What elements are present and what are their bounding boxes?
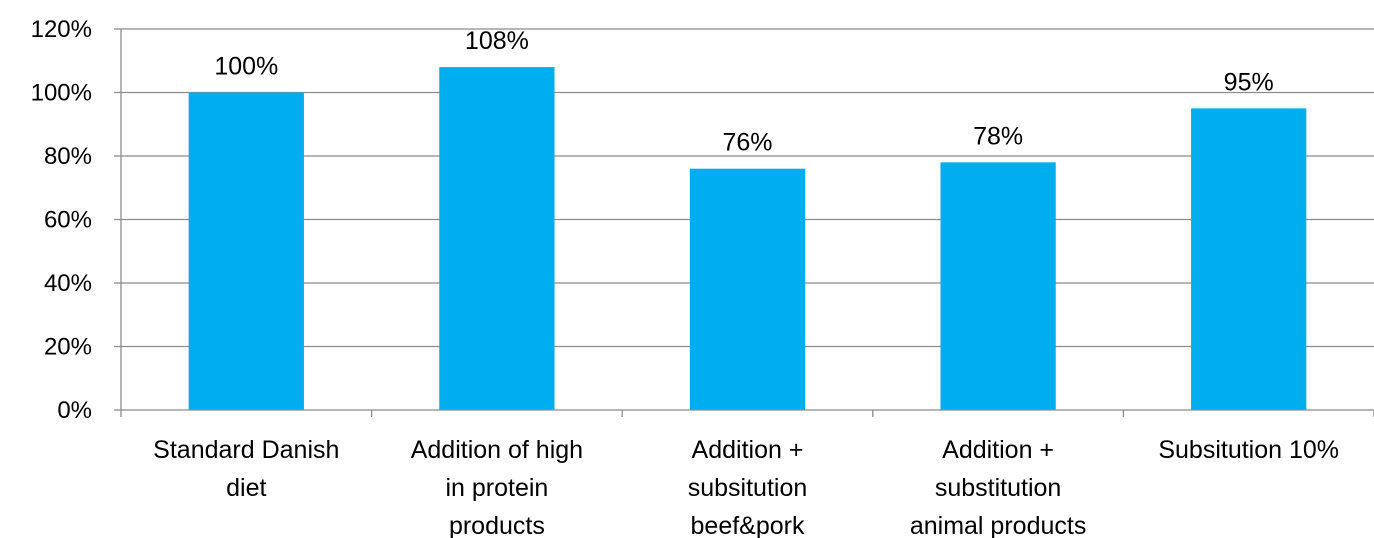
y-tick-label: 120% (31, 16, 92, 43)
bar (940, 162, 1056, 410)
data-label: 108% (465, 27, 529, 55)
x-category-label-line: Addition + (692, 436, 804, 464)
x-category-label-line: substitution (935, 474, 1061, 502)
x-category-label-line: products (449, 512, 545, 538)
bar (188, 92, 304, 410)
x-category-label: Standard Danish diet (153, 436, 339, 502)
x-category-label-line: Addition + (942, 436, 1054, 464)
x-category-label-line: in protein (445, 474, 548, 502)
y-tick-label: 0% (57, 397, 92, 424)
x-category-label-line: subsitution (688, 474, 808, 502)
data-label: 100% (214, 53, 278, 81)
data-label: 95% (1224, 68, 1274, 96)
x-category-label: Addition + substitution animal products (910, 436, 1086, 538)
x-category-label: Addition of high in protein products (411, 436, 583, 538)
axes: 0% 20% 40% 60% 80% 100% 120% Standard Danish die… (31, 16, 1374, 538)
data-label: 76% (722, 129, 772, 157)
bar (689, 168, 806, 410)
y-tick-label: 60% (44, 207, 92, 234)
x-category-label-line: beef&pork (691, 512, 805, 538)
y-tick-label: 20% (44, 334, 92, 361)
y-tick-label: 40% (44, 270, 92, 297)
data-labels: 100% 108% 76% 78% 95% (214, 27, 1273, 157)
x-category-label: Subsitution 10% (1158, 436, 1339, 464)
x-category-label-line: Subsitution 10% (1158, 436, 1339, 464)
bars (188, 67, 1307, 410)
x-category-label: Addition + subsitution beef&pork (688, 436, 808, 538)
y-tick-label: 100% (31, 80, 92, 107)
y-tick-label: 80% (44, 143, 92, 170)
bar (439, 67, 555, 410)
x-category-label-line: Standard Danish (153, 436, 339, 464)
data-label: 78% (973, 122, 1023, 150)
bar (1191, 108, 1307, 410)
x-category-label-line: Addition of high (411, 436, 583, 464)
x-category-label-line: diet (226, 474, 266, 502)
x-category-label-line: animal products (910, 512, 1086, 538)
